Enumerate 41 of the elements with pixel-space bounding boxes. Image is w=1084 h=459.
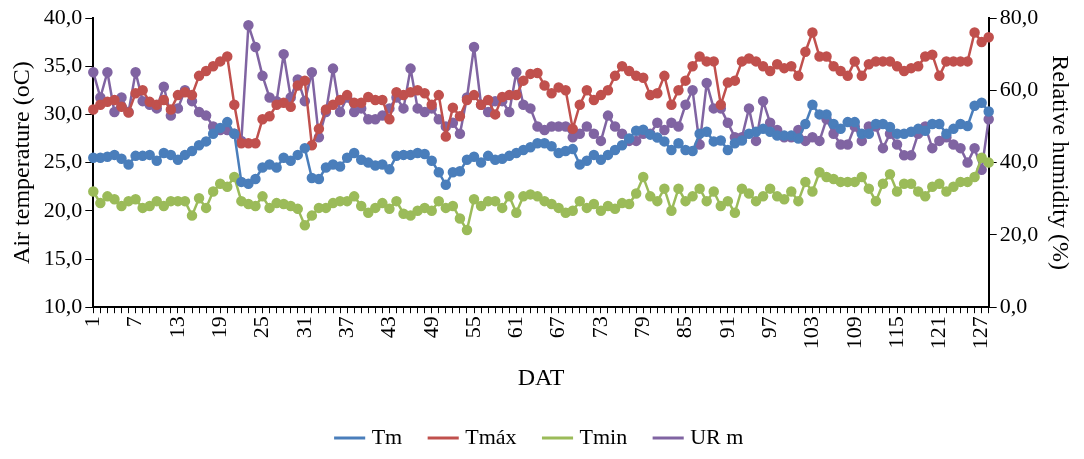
x-tick-label: 31 xyxy=(290,316,316,339)
x-tick-label: 91 xyxy=(713,316,739,339)
x-tick-label: 85 xyxy=(671,316,697,339)
x-tick-label: 79 xyxy=(629,316,655,339)
x-tick-label: 55 xyxy=(459,316,485,339)
legend-label: Tmáx xyxy=(465,423,517,449)
x-tick-label: 103 xyxy=(798,316,824,350)
x-tick-label: 61 xyxy=(502,316,528,339)
x-tick-label: 1 xyxy=(79,316,105,328)
x-tick-label: 97 xyxy=(755,316,781,339)
legend-label: Tm xyxy=(371,423,403,449)
y2-axis-title: Relative humidity (%) xyxy=(1048,55,1075,270)
y-tick-label: 40,0 xyxy=(43,3,83,29)
x-tick-label: 67 xyxy=(544,316,570,339)
y2-tick-label: 80,0 xyxy=(999,3,1039,29)
x-axis-title: DAT xyxy=(517,363,565,390)
x-tick-label: 49 xyxy=(417,316,443,339)
legend-label: Tmin xyxy=(579,423,628,449)
x-tick-label: 121 xyxy=(925,316,951,350)
x-tick-label: 73 xyxy=(586,316,612,339)
y-tick-label: 15,0 xyxy=(43,244,83,270)
y-tick-label: 30,0 xyxy=(43,100,83,126)
y-tick-label: 20,0 xyxy=(43,196,83,222)
x-tick-label: 19 xyxy=(205,316,231,339)
y2-tick-label: 40,0 xyxy=(999,148,1039,174)
x-tick-label: 7 xyxy=(121,316,147,328)
x-tick-label: 13 xyxy=(163,316,189,339)
y-axis-title: Air temperature (oC) xyxy=(7,61,34,264)
y2-tick-label: 20,0 xyxy=(999,220,1039,246)
x-tick-label: 37 xyxy=(332,316,358,339)
x-tick-label: 127 xyxy=(967,316,993,350)
x-tick-label: 109 xyxy=(840,316,866,350)
x-tick-label: 115 xyxy=(882,316,908,349)
x-tick-label: 43 xyxy=(375,316,401,339)
x-tick-label: 25 xyxy=(248,316,274,339)
y-tick-label: 10,0 xyxy=(43,292,83,318)
y2-tick-label: 60,0 xyxy=(999,76,1039,102)
legend-label: UR m xyxy=(690,423,744,449)
y-tick-label: 25,0 xyxy=(43,148,83,174)
y2-tick-label: 0,0 xyxy=(999,292,1028,318)
y-tick-label: 35,0 xyxy=(43,51,83,77)
